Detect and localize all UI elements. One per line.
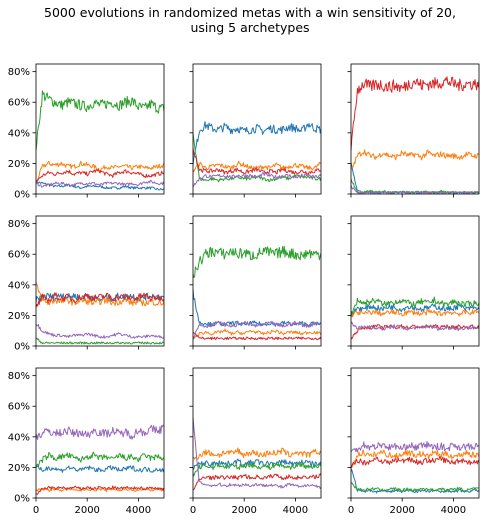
- series-line-4: [351, 455, 479, 468]
- x-tick-label: 0: [348, 505, 354, 516]
- series-line-3: [351, 296, 479, 318]
- series-line-1: [351, 468, 479, 494]
- axes-frame: [350, 367, 480, 499]
- series-line-2: [193, 447, 321, 460]
- subplot-2-1: 0% 20% 40% 60% 80%: [8, 215, 165, 353]
- subplot-2-2: [189, 215, 322, 350]
- series-line-4: [193, 473, 321, 491]
- subplot-grid: 0% 20% 40% 60% 80% 0% 20% 40% 60% 80% 0% 20% 40% 60% 8…: [8, 63, 480, 516]
- subplot-1-3: [347, 63, 480, 198]
- y-tick-label: 40%: [8, 432, 30, 443]
- series-line-3: [351, 482, 479, 493]
- series-line-5: [193, 172, 321, 188]
- axes-frame: [35, 367, 165, 499]
- y-tick-label: 20%: [8, 311, 30, 322]
- series-line-4: [193, 148, 321, 175]
- series-line-4: [36, 292, 164, 308]
- series-line-3: [193, 245, 321, 278]
- series-line-5: [36, 179, 164, 188]
- y-tick-label: 80%: [8, 371, 30, 382]
- series-line-2: [193, 328, 321, 340]
- series-line-4: [193, 331, 321, 341]
- series-line-3: [36, 90, 164, 151]
- x-tick-label: 2000: [231, 505, 256, 516]
- axes-frame: [192, 63, 322, 195]
- axes-frame: [35, 215, 165, 347]
- series-line-2: [351, 449, 479, 467]
- series-line-1: [193, 121, 321, 166]
- series-line-5: [193, 417, 321, 490]
- y-tick-label: 40%: [8, 280, 30, 291]
- series-line-4: [351, 76, 479, 151]
- y-tick-label: 60%: [8, 402, 30, 413]
- x-tick-label: 4000: [283, 505, 308, 516]
- subplot-1-2: [189, 63, 322, 198]
- series-line-2: [351, 149, 479, 170]
- x-tick-label: 2000: [74, 505, 99, 516]
- series-line-1: [351, 162, 479, 194]
- y-tick-label: 0%: [14, 342, 30, 353]
- x-tick-label: 2000: [389, 505, 414, 516]
- subplot-3-1: 0% 20% 40% 60% 80% 0 2000 4000: [8, 367, 165, 516]
- y-tick-label: 80%: [8, 219, 30, 230]
- y-tick-label: 60%: [8, 98, 30, 109]
- y-tick-label: 20%: [8, 463, 30, 474]
- y-tick-label: 20%: [8, 159, 30, 170]
- series-line-5: [36, 424, 164, 441]
- y-tick-label: 80%: [8, 67, 30, 78]
- series-line-2: [351, 309, 479, 318]
- series-line-5: [193, 320, 321, 340]
- series-line-2: [36, 282, 164, 307]
- x-tick-label: 4000: [126, 505, 151, 516]
- y-tick-label: 0%: [14, 494, 30, 505]
- series-line-4: [36, 168, 164, 183]
- series-line-1: [36, 465, 164, 473]
- series-line-3: [193, 462, 321, 477]
- series-line-4: [36, 485, 164, 495]
- y-tick-label: 60%: [8, 250, 30, 261]
- x-tick-label: 4000: [441, 505, 466, 516]
- series-line-1: [36, 180, 164, 191]
- subplot-3-2: 0 2000 4000: [189, 367, 322, 516]
- x-tick-label: 0: [33, 505, 39, 516]
- series-line-3: [351, 178, 479, 194]
- y-tick-label: 40%: [8, 128, 30, 139]
- y-tick-label: 0%: [14, 190, 30, 201]
- series-line-1: [193, 289, 321, 328]
- series-line-5: [36, 323, 164, 339]
- series-line-5: [351, 185, 479, 194]
- series-line-1: [193, 458, 321, 470]
- series-line-5: [351, 440, 479, 453]
- axes-frame: [192, 367, 322, 499]
- figure-title-line-1: 5000 evolutions in randomized metas with…: [44, 5, 456, 20]
- axes-frame: [350, 215, 480, 347]
- x-tick-label: 0: [190, 505, 196, 516]
- figure-title-line-2: using 5 archetypes: [190, 20, 309, 35]
- axes-frame: [350, 63, 480, 195]
- subplot-2-3: [347, 215, 480, 350]
- series-line-2: [36, 160, 164, 184]
- series-line-3: [36, 337, 164, 345]
- series-line-2: [193, 160, 321, 173]
- axes-frame: [192, 215, 322, 347]
- axes-frame: [35, 63, 165, 195]
- series-line-3: [36, 451, 164, 467]
- series-line-5: [351, 321, 479, 332]
- subplot-3-3: 0 2000 4000: [347, 367, 480, 516]
- subplot-1-1: 0% 20% 40% 60% 80%: [8, 63, 165, 201]
